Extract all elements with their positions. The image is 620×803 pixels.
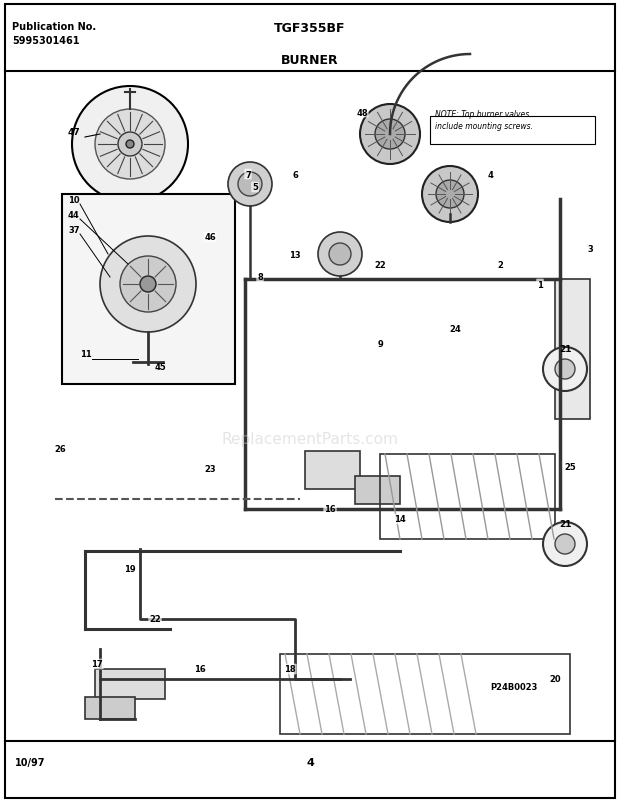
Circle shape bbox=[318, 233, 362, 277]
Bar bbox=[85, 697, 135, 719]
Text: P24B0023: P24B0023 bbox=[490, 683, 538, 691]
Circle shape bbox=[360, 105, 420, 165]
Text: 47: 47 bbox=[68, 128, 81, 137]
Text: 4: 4 bbox=[487, 170, 493, 179]
Text: 23: 23 bbox=[204, 465, 216, 474]
Text: Publication No.: Publication No. bbox=[12, 22, 96, 32]
Circle shape bbox=[329, 243, 351, 266]
Bar bbox=[305, 451, 360, 489]
Bar bbox=[62, 195, 235, 385]
Circle shape bbox=[140, 277, 156, 292]
Circle shape bbox=[95, 110, 165, 180]
Text: 10: 10 bbox=[68, 196, 79, 205]
Text: 10/97: 10/97 bbox=[15, 757, 45, 767]
Text: 48: 48 bbox=[356, 108, 368, 117]
Text: 5: 5 bbox=[252, 183, 258, 192]
Text: 46: 46 bbox=[204, 233, 216, 243]
Text: 6: 6 bbox=[292, 170, 298, 179]
Text: 7: 7 bbox=[245, 170, 251, 179]
Bar bbox=[355, 476, 400, 504]
Circle shape bbox=[118, 132, 142, 157]
Circle shape bbox=[422, 167, 478, 222]
Text: ReplacementParts.com: ReplacementParts.com bbox=[221, 432, 399, 447]
Text: 2: 2 bbox=[497, 260, 503, 269]
Text: NOTE: Top burner valves: NOTE: Top burner valves bbox=[435, 110, 529, 119]
Circle shape bbox=[238, 173, 262, 197]
Text: BURNER: BURNER bbox=[281, 54, 339, 67]
Text: 17: 17 bbox=[91, 660, 103, 669]
Circle shape bbox=[543, 522, 587, 566]
Bar bbox=[430, 117, 595, 145]
Bar bbox=[555, 279, 590, 419]
Text: 20: 20 bbox=[549, 675, 561, 683]
Text: 44: 44 bbox=[68, 210, 80, 220]
Text: 45: 45 bbox=[155, 362, 167, 372]
Circle shape bbox=[120, 257, 176, 312]
Text: 16: 16 bbox=[194, 665, 206, 674]
Text: 1: 1 bbox=[537, 280, 543, 289]
Text: 24: 24 bbox=[449, 325, 461, 334]
Text: TGF355BF: TGF355BF bbox=[274, 22, 346, 35]
Text: 19: 19 bbox=[124, 565, 136, 574]
Circle shape bbox=[126, 141, 134, 149]
Circle shape bbox=[72, 87, 188, 202]
Text: 13: 13 bbox=[289, 251, 301, 259]
Text: include mounting screws.: include mounting screws. bbox=[435, 122, 533, 131]
Text: 25: 25 bbox=[564, 463, 576, 472]
Circle shape bbox=[228, 163, 272, 206]
Circle shape bbox=[100, 237, 196, 332]
Text: 18: 18 bbox=[284, 665, 296, 674]
Text: 3: 3 bbox=[587, 245, 593, 255]
Text: 22: 22 bbox=[374, 260, 386, 269]
Text: 21: 21 bbox=[559, 520, 571, 528]
Text: 14: 14 bbox=[394, 515, 406, 524]
Text: 26: 26 bbox=[54, 445, 66, 454]
Circle shape bbox=[555, 360, 575, 380]
Bar bbox=[280, 654, 570, 734]
Text: 37: 37 bbox=[68, 226, 79, 234]
Text: 11: 11 bbox=[80, 349, 92, 359]
Text: 4: 4 bbox=[306, 757, 314, 767]
Circle shape bbox=[375, 120, 405, 150]
Text: 16: 16 bbox=[324, 505, 336, 514]
Circle shape bbox=[543, 348, 587, 392]
Text: 21: 21 bbox=[559, 344, 571, 353]
Text: 9: 9 bbox=[377, 340, 383, 349]
Text: 22: 22 bbox=[149, 615, 161, 624]
Text: 8: 8 bbox=[257, 273, 263, 282]
Circle shape bbox=[555, 534, 575, 554]
Text: 5995301461: 5995301461 bbox=[12, 36, 79, 46]
Circle shape bbox=[436, 181, 464, 209]
Bar bbox=[380, 454, 555, 540]
Bar bbox=[95, 669, 165, 699]
